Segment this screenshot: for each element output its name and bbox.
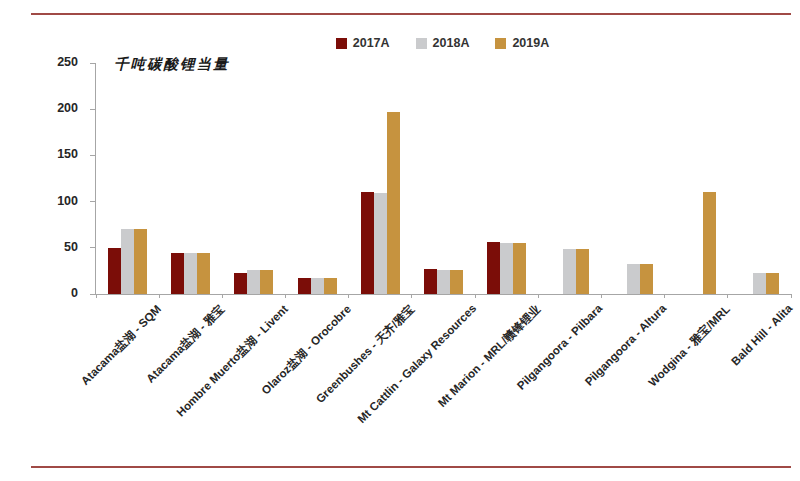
x-tick-mark [601,294,602,298]
bar-2018A [437,270,450,294]
plot-area: 050100150200250Atacama盐湖 - SQMAtacama盐湖 … [95,63,791,295]
bar-2019A [197,253,210,294]
bar-2019A [513,243,526,294]
bar-group [286,278,349,294]
bar-2018A [311,278,324,294]
bar-group [665,192,728,294]
x-tick-mark [538,294,539,298]
legend-item: 2017A [336,36,390,50]
y-tick-label: 0 [44,286,78,300]
bar-2018A [500,243,513,294]
x-tick-mark [475,294,476,298]
bar-2018A [247,270,260,294]
legend-label: 2017A [353,36,390,50]
bar-2019A [640,264,653,294]
bar-2017A [361,192,374,294]
x-tick-mark [727,294,728,298]
chart-figure: 2017A2018A2019A 千吨碳酸锂当量 050100150200250A… [0,0,800,481]
bar-group [96,229,159,294]
bar-2019A [576,249,589,294]
bar-2018A [184,253,197,294]
bar-2019A [134,229,147,294]
x-tick-mark [411,294,412,298]
legend-swatch [495,38,506,49]
y-tick-label: 250 [44,55,78,69]
legend-item: 2018A [416,36,470,50]
legend-label: 2019A [512,36,549,50]
bar-2017A [234,273,247,294]
legend-label: 2018A [433,36,470,50]
top-border-line [31,13,791,15]
y-tick-label: 200 [44,101,78,115]
y-tick-mark [90,201,96,202]
bar-2017A [298,278,311,294]
y-tick-mark [90,155,96,156]
bar-2019A [450,270,463,294]
bar-2018A [753,273,766,294]
y-tick-mark [90,63,96,64]
bar-group [222,270,285,294]
bar-2017A [424,269,437,294]
bar-2019A [703,192,716,294]
legend-item: 2019A [495,36,549,50]
bar-2017A [487,242,500,294]
bar-2018A [627,264,640,294]
bar-2019A [324,278,337,294]
x-tick-mark [222,294,223,298]
bottom-border-line [31,466,791,468]
bar-2019A [387,112,400,294]
x-tick-mark [285,294,286,298]
bar-2017A [108,248,121,294]
bar-group [601,264,664,294]
bar-2018A [121,229,134,294]
y-tick-label: 50 [44,240,78,254]
bar-2019A [260,270,273,294]
bar-group [475,242,538,294]
legend-swatch [416,38,427,49]
bar-2018A [374,193,387,294]
bar-group [349,112,412,294]
bar-2017A [171,253,184,294]
chart-legend: 2017A 2018A 2019A [95,35,790,51]
bar-group [159,253,222,294]
x-tick-mark [96,294,97,298]
bar-group [538,249,601,294]
y-tick-label: 100 [44,194,78,208]
legend-swatch [336,38,347,49]
y-tick-label: 150 [44,147,78,161]
bar-2019A [766,273,779,294]
bar-group [728,273,791,294]
x-tick-mark [791,294,792,298]
bar-group [412,269,475,294]
x-tick-mark [348,294,349,298]
y-tick-mark [90,109,96,110]
x-tick-mark [664,294,665,298]
x-tick-mark [159,294,160,298]
bar-2018A [563,249,576,294]
